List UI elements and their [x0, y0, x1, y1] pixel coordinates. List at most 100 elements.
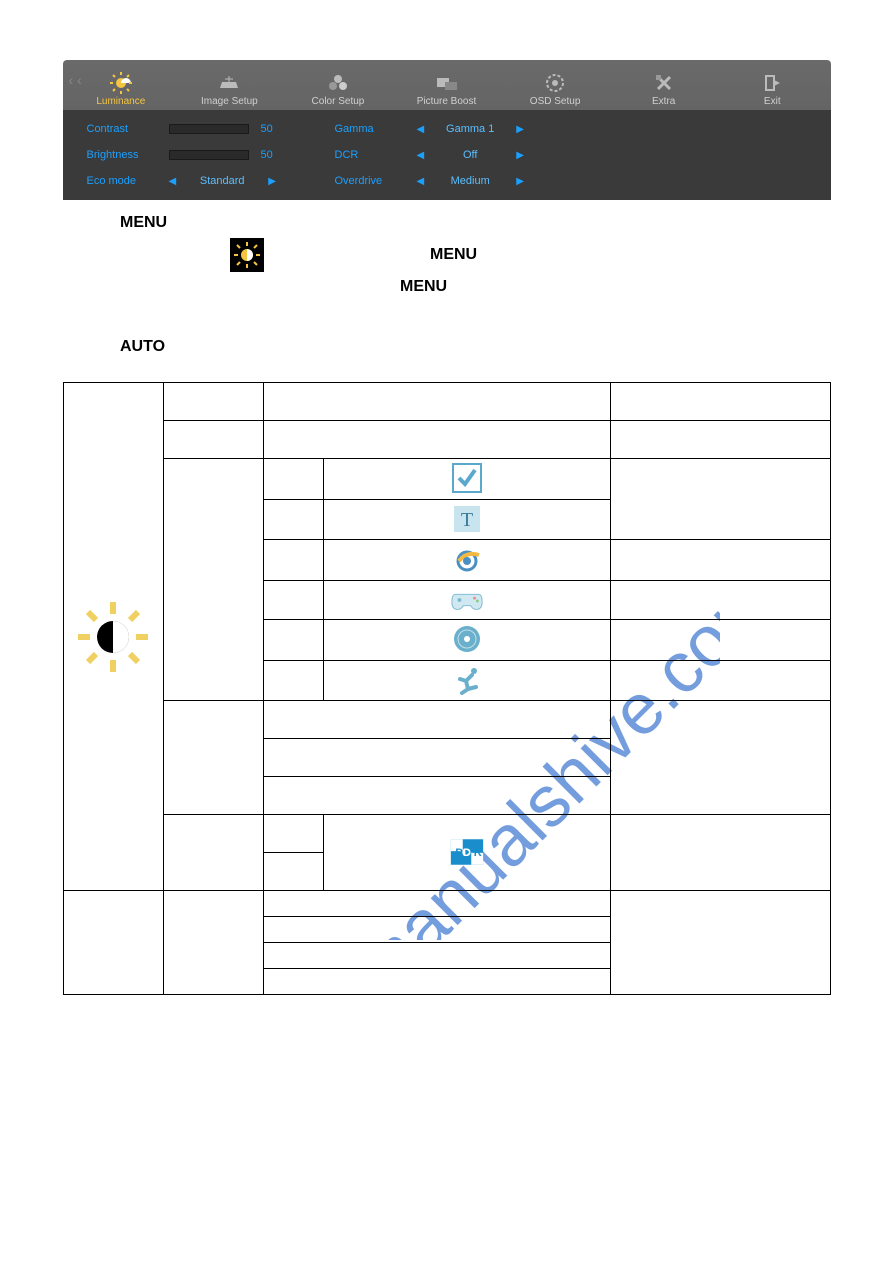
osd-prev-icon[interactable]: ‹ ‹ — [69, 72, 82, 88]
table-cell — [263, 500, 323, 540]
tab-luminance[interactable]: Luminance — [67, 60, 176, 110]
table-cell — [263, 620, 323, 661]
left-arrow-icon[interactable]: ◀ — [417, 176, 425, 187]
setting-label: Eco mode — [87, 175, 157, 187]
table-cell — [610, 891, 830, 995]
table-cell — [610, 383, 830, 421]
osd-tabs: ‹ ‹ Luminance Image Setup Color Setup — [63, 60, 831, 110]
contrast-row[interactable]: Contrast 50 — [87, 120, 285, 138]
text-icon: T — [450, 502, 484, 536]
table-cell — [263, 777, 610, 815]
menu-label: MENU — [120, 209, 167, 238]
left-arrow-icon[interactable]: ◀ — [417, 124, 425, 135]
left-arrow-icon[interactable]: ◀ — [417, 150, 425, 161]
setting-value: 50 — [261, 149, 285, 161]
color-setup-icon — [328, 72, 348, 94]
sports-mode-icon-cell — [323, 661, 610, 701]
tab-label: Exit — [764, 96, 781, 107]
svg-text:T: T — [460, 509, 472, 531]
table-cell — [263, 581, 323, 620]
extra-icon — [654, 72, 674, 94]
category-icon-cell — [63, 383, 163, 891]
internet-icon — [450, 542, 484, 576]
right-arrow-icon[interactable]: ▶ — [516, 150, 524, 161]
picture-boost-icon — [436, 72, 458, 94]
tab-label: Picture Boost — [417, 96, 476, 107]
image-setup-icon — [218, 72, 240, 94]
setting-label: Contrast — [87, 123, 157, 135]
tab-picture-boost[interactable]: Picture Boost — [392, 60, 501, 110]
ecomode-row[interactable]: Eco mode ◀ Standard ▶ — [87, 172, 285, 190]
settings-table: T — [63, 382, 831, 995]
gamepad-icon — [450, 583, 484, 617]
table-cell — [263, 943, 610, 969]
luminance-small-icon — [230, 238, 264, 272]
table-cell — [610, 581, 830, 620]
tab-osd-setup[interactable]: OSD Setup — [501, 60, 610, 110]
tab-exit[interactable]: Exit — [718, 60, 827, 110]
table-cell — [610, 661, 830, 701]
right-arrow-icon[interactable]: ▶ — [516, 124, 524, 135]
table-cell — [610, 459, 830, 540]
tab-label: OSD Setup — [530, 96, 581, 107]
table-cell — [263, 853, 323, 891]
overdrive-row[interactable]: Overdrive ◀Medium▶ — [335, 172, 524, 190]
table-cell — [263, 739, 610, 777]
text-mode-icon-cell: T — [323, 500, 610, 540]
table-cell — [263, 383, 610, 421]
table-cell — [610, 421, 830, 459]
setting-label: Gamma — [335, 123, 405, 135]
standard-mode-icon-cell — [323, 459, 610, 500]
table-cell — [163, 891, 263, 995]
right-arrow-icon[interactable]: ▶ — [516, 176, 524, 187]
tab-color-setup[interactable]: Color Setup — [284, 60, 393, 110]
table-cell — [163, 421, 263, 459]
table-cell — [263, 421, 610, 459]
table-cell — [163, 815, 263, 891]
tab-label: Luminance — [96, 96, 145, 107]
table-cell — [263, 459, 323, 500]
table-cell — [263, 540, 323, 581]
osd-setup-icon — [545, 72, 565, 94]
contrast-slider[interactable] — [169, 124, 249, 134]
brightness-row[interactable]: Brightness 50 — [87, 146, 285, 164]
auto-label: AUTO — [120, 333, 165, 362]
svg-text:R: R — [473, 847, 481, 859]
table-cell — [63, 891, 163, 995]
gamma-row[interactable]: Gamma ◀Gamma 1▶ — [335, 120, 524, 138]
tab-extra[interactable]: Extra — [609, 60, 718, 110]
runner-icon — [450, 663, 484, 697]
osd-right-column: Gamma ◀Gamma 1▶ DCR ◀Off▶ Overdrive ◀Med… — [335, 120, 524, 190]
table-cell — [263, 815, 323, 853]
setting-label: Brightness — [87, 149, 157, 161]
table-cell — [263, 969, 610, 995]
game-mode-icon-cell — [323, 581, 610, 620]
right-arrow-icon[interactable]: ▶ — [268, 176, 276, 187]
dcr-row[interactable]: DCR ◀Off▶ — [335, 146, 524, 164]
left-arrow-icon[interactable]: ◀ — [169, 176, 177, 187]
brightness-slider[interactable] — [169, 150, 249, 160]
table-cell — [610, 701, 830, 815]
dcr-icon: DDRC — [450, 835, 484, 869]
checkmark-icon — [450, 461, 484, 495]
internet-mode-icon-cell — [323, 540, 610, 581]
menu-label: MENU — [430, 241, 477, 270]
instructions-block: MENU MENU MENU AUTO — [120, 208, 843, 362]
disc-icon — [450, 622, 484, 656]
table-cell — [610, 620, 830, 661]
svg-text:C: C — [461, 847, 469, 859]
table-cell — [263, 661, 323, 701]
setting-option: Standard — [194, 175, 250, 187]
tab-label: Extra — [652, 96, 675, 107]
osd-menu: ‹ ‹ Luminance Image Setup Color Setup — [63, 60, 831, 200]
osd-body: Contrast 50 Brightness 50 Eco mode ◀ Stan… — [63, 110, 831, 200]
table-cell — [163, 701, 263, 815]
dcr-icon-cell: DDRC — [323, 815, 610, 891]
menu-label: MENU — [400, 273, 447, 302]
table-cell — [163, 459, 263, 701]
tab-image-setup[interactable]: Image Setup — [175, 60, 284, 110]
setting-value: 50 — [261, 123, 285, 135]
table-cell — [263, 917, 610, 943]
luminance-icon — [109, 72, 133, 94]
table-cell — [263, 891, 610, 917]
